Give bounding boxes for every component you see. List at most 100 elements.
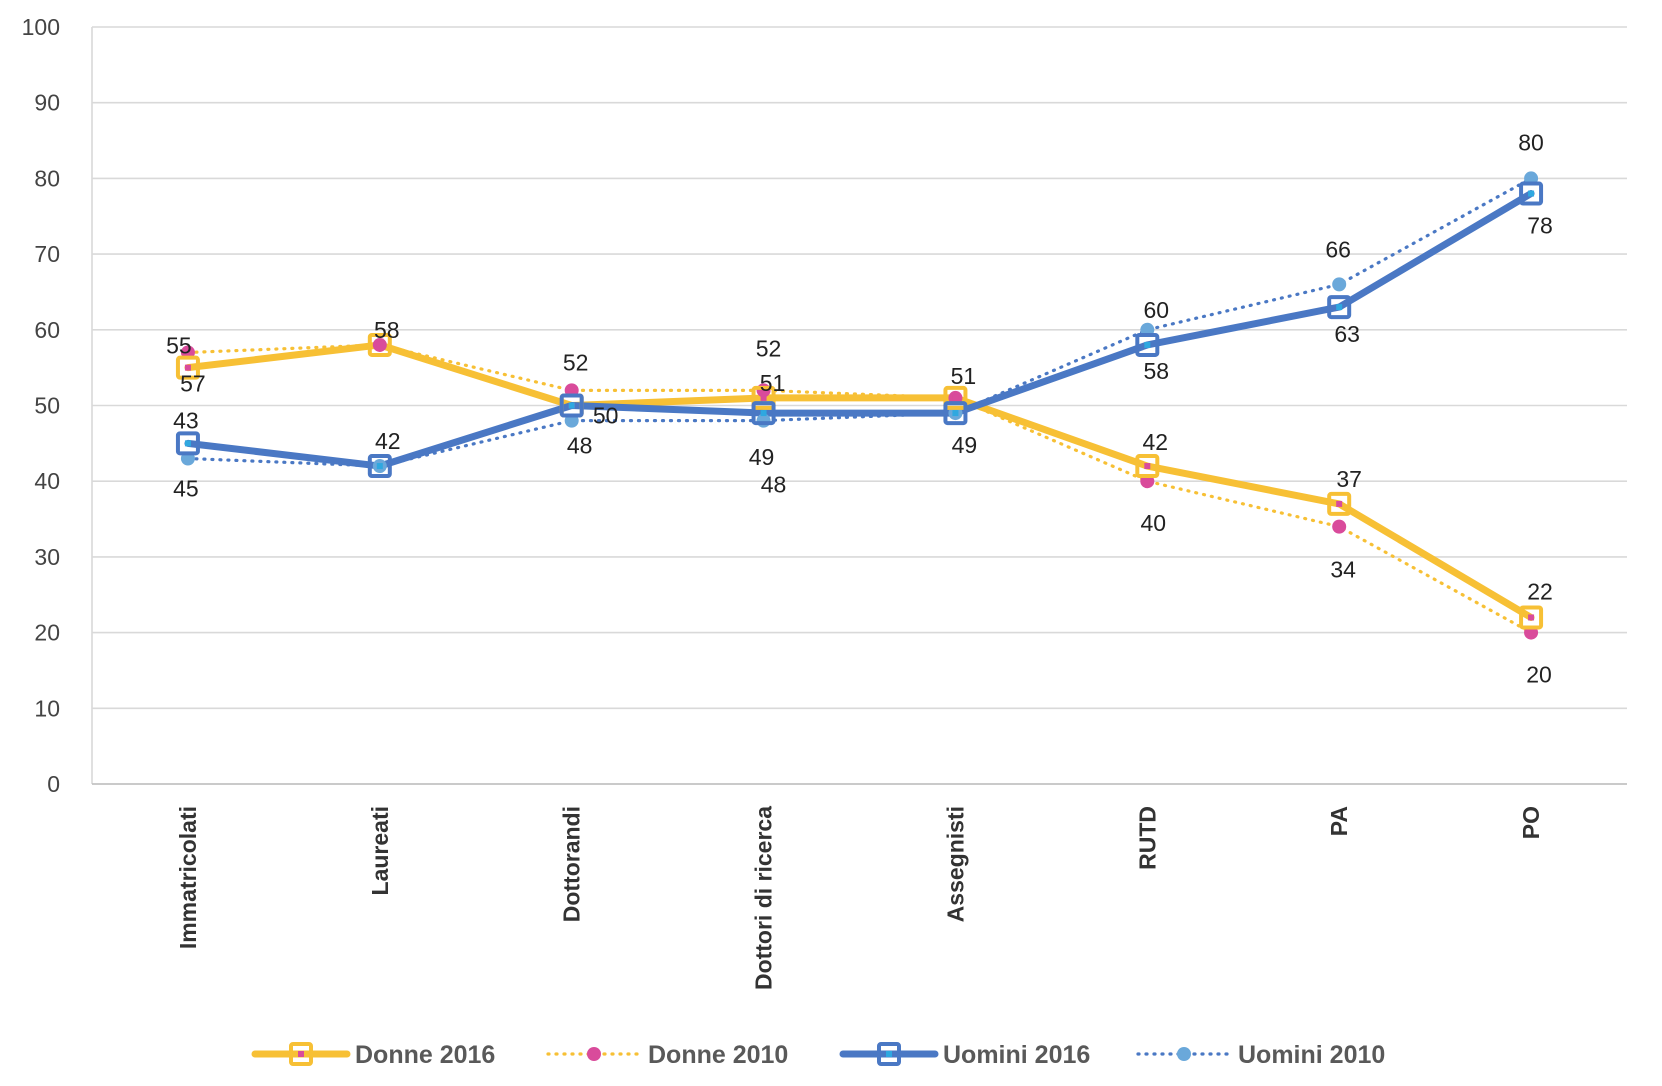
marker-uomini-2016-po-frame — [1519, 181, 1544, 206]
marker-donne-2016-pa-dot — [1336, 500, 1343, 507]
marker-donne-2016-immatricolati — [175, 355, 200, 380]
marker-donne-2016-po — [1519, 605, 1544, 630]
data-label-uomini-2016-assegnisti: 49 — [952, 432, 978, 458]
data-label-uomini-2010-dottorandi: 48 — [567, 433, 593, 459]
data-label-uomini-2016-laureati: 42 — [375, 428, 401, 454]
legend-label-uomini-2010: Uomini 2010 — [1238, 1041, 1385, 1069]
y-tick-70: 70 — [34, 241, 60, 267]
marker-uomini-2016-dottori-di-ricerca-frame — [751, 401, 776, 426]
data-label-donne-2016-assegnisti: 51 — [951, 363, 977, 389]
data-label-donne-2016-laureati: 58 — [374, 317, 400, 343]
marker-uomini-2016-laureati-dot — [376, 463, 383, 470]
legend-marker-uomini-2016 — [877, 1042, 901, 1066]
legend-marker-uomini-2010 — [1177, 1047, 1191, 1061]
x-axis-categories: Immatricolati Laureati Dottorandi Dottori d… — [175, 806, 1544, 990]
marker-donne-2016-immatricolati-dot — [184, 364, 191, 371]
y-tick-10: 10 — [34, 695, 60, 721]
series-line-donne-2016 — [184, 341, 1535, 621]
legend-label-uomini-2016: Uomini 2016 — [943, 1041, 1090, 1069]
marker-uomini-2016-dottori-di-ricerca — [751, 401, 776, 426]
data-label-uomini-2010-rutd: 60 — [1144, 297, 1170, 323]
legend-marker-donne-2016 — [289, 1042, 313, 1066]
marker-donne-2016-assegnisti-frame — [943, 385, 968, 410]
data-label-donne-2016-dottori-di-ricerca: 51 — [760, 370, 786, 396]
data-label-donne-2010-po: 20 — [1526, 662, 1552, 688]
y-tick-100: 100 — [22, 14, 60, 40]
x-tick-po: PO — [1518, 806, 1544, 839]
marker-donne-2016-rutd-frame — [1135, 454, 1160, 479]
y-tick-20: 20 — [34, 620, 60, 646]
series-line-donne-2010 — [186, 343, 1533, 635]
x-tick-rutd: RUTD — [1134, 806, 1160, 870]
data-label-uomini-2016-po: 78 — [1527, 213, 1553, 239]
x-tick-laureati: Laureati — [367, 806, 393, 895]
legend-marker-donne-2010 — [587, 1047, 601, 1061]
legend-item-uomini-2010: Uomini 2010 — [1136, 1041, 1385, 1069]
data-label-donne-2010-pa: 34 — [1330, 557, 1356, 583]
marker-uomini-2010-pa — [1332, 277, 1347, 292]
marker-donne-2016-assegnisti — [943, 385, 968, 410]
y-tick-50: 50 — [34, 393, 60, 419]
data-label-uomini-2016-immatricolati: 45 — [173, 475, 199, 501]
series-line-uomini-2016 — [184, 190, 1535, 470]
marker-uomini-2016-immatricolati-frame — [175, 431, 200, 456]
series-markers — [175, 171, 1544, 640]
legend-label-donne-2010: Donne 2010 — [648, 1041, 788, 1069]
series-lines — [184, 176, 1535, 635]
marker-uomini-2016-po — [1519, 181, 1544, 206]
data-label-donne-2010-rutd: 40 — [1141, 510, 1167, 536]
marker-uomini-2016-dottori-di-ricerca-dot — [760, 410, 767, 417]
y-tick-0: 0 — [47, 771, 60, 797]
marker-uomini-2016-immatricolati — [175, 431, 200, 456]
y-tick-40: 40 — [34, 468, 60, 494]
marker-donne-2016-rutd — [1135, 454, 1160, 479]
data-label-donne-2016-po: 22 — [1527, 578, 1553, 604]
data-label-uomini-2016-rutd: 58 — [1144, 358, 1170, 384]
marker-uomini-2016-assegnisti — [943, 401, 968, 426]
data-labels: 55 58 50 51 51 42 37 22 57 52 52 40 34 20 45 42 49 49 58 63… — [166, 129, 1553, 687]
data-label-uomini-2010-po: 80 — [1518, 129, 1544, 155]
data-label-donne-2010-dottorandi: 52 — [563, 349, 589, 375]
data-label-uomini-2016-dottori-di-ricerca: 49 — [749, 444, 775, 470]
data-label-donne-2010-dottori-di-ricerca: 52 — [756, 335, 782, 361]
data-label-uomini-2010-immatricolati: 43 — [173, 407, 199, 433]
marker-donne-2016-po-dot — [1528, 614, 1535, 621]
marker-uomini-2016-pa-frame — [1327, 295, 1352, 320]
data-label-donne-2016-dottorandi: 50 — [593, 403, 619, 429]
marker-donne-2016-laureati — [367, 332, 392, 357]
data-label-uomini-2010-pa: 66 — [1325, 236, 1351, 262]
y-tick-30: 30 — [34, 544, 60, 570]
legend-label-donne-2016: Donne 2016 — [355, 1041, 495, 1069]
marker-donne-2016-dottori-di-ricerca-frame — [751, 385, 776, 410]
legend: Donne 2016 Donne 2010 Uomini 2016 Uomini 20… — [251, 1041, 1385, 1069]
marker-donne-2016-assegnisti-dot — [952, 394, 959, 401]
marker-donne-2016-immatricolati-frame — [175, 355, 200, 380]
x-tick-pa: PA — [1326, 806, 1352, 836]
data-label-uomini-2016-pa: 63 — [1334, 321, 1360, 347]
marker-uomini-2016-rutd — [1135, 332, 1160, 357]
marker-uomini-2016-dottorandi-frame — [559, 393, 584, 418]
legend-marker-dot-donne-2016 — [298, 1051, 304, 1057]
marker-donne-2016-pa-frame — [1327, 491, 1352, 516]
x-tick-dottori-di-ricerca: Dottori di ricerca — [751, 806, 777, 990]
marker-donne-2016-dottori-di-ricerca-dot — [760, 394, 767, 401]
marker-uomini-2016-assegnisti-dot — [952, 410, 959, 417]
x-tick-dottorandi: Dottorandi — [559, 806, 585, 922]
legend-marker-dot-uomini-2016 — [886, 1051, 892, 1057]
x-tick-assegnisti: Assegnisti — [942, 806, 968, 922]
marker-donne-2016-rutd-dot — [1144, 463, 1151, 470]
marker-uomini-2016-laureati — [367, 454, 392, 479]
marker-donne-2016-laureati-frame — [367, 332, 392, 357]
data-label-donne-2016-pa: 37 — [1336, 466, 1362, 492]
marker-uomini-2016-pa-dot — [1336, 304, 1343, 311]
data-label-donne-2016-immatricolati: 55 — [166, 333, 192, 359]
marker-donne-2016-dottori-di-ricerca — [751, 385, 776, 410]
x-tick-immatricolati: Immatricolati — [175, 806, 201, 949]
marker-uomini-2016-rutd-frame — [1135, 332, 1160, 357]
marker-uomini-2016-laureati-frame — [367, 454, 392, 479]
marker-donne-2016-po-frame — [1519, 605, 1544, 630]
marker-donne-2016-pa — [1327, 491, 1352, 516]
y-tick-90: 90 — [34, 90, 60, 116]
y-tick-80: 80 — [34, 165, 60, 191]
